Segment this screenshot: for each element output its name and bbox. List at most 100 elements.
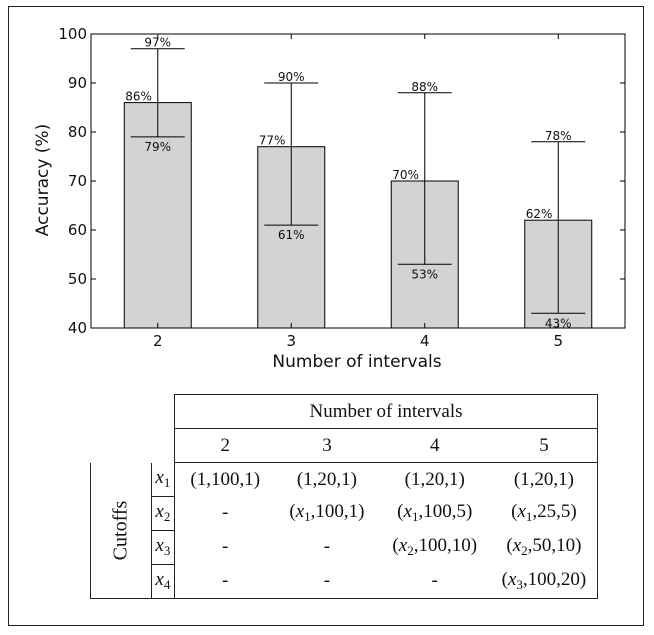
table-cell: (1,20,1) xyxy=(275,463,378,497)
table-cell: (1,100,1) xyxy=(175,463,276,497)
table-cell: - xyxy=(174,564,276,599)
table-cell: (x3,100,20) xyxy=(490,564,598,599)
cell-text: ( xyxy=(506,535,513,556)
y-tick-label: 50 xyxy=(68,270,87,288)
y-axis-label: Accuracy (%) xyxy=(33,124,53,236)
figure-frame xyxy=(8,6,644,626)
high-label: 97% xyxy=(144,36,171,50)
value-label: 70% xyxy=(392,168,419,182)
cell-text: ,100,10) xyxy=(413,535,478,556)
cell-text: (1,100,1) xyxy=(190,468,261,490)
cell-text: ,50,10) xyxy=(527,535,582,556)
table-header-row: Number of intervals xyxy=(91,394,598,429)
high-label: 78% xyxy=(545,129,572,143)
table-row: x2- (x1,100,1) (x1,100,5) (x1,25,5) xyxy=(91,496,598,531)
table-cell: - xyxy=(175,530,276,564)
table-row: x3- - (x2,100,10) (x2,50,10) xyxy=(91,530,598,565)
column-header: 2 xyxy=(220,434,230,456)
high-label: 88% xyxy=(411,80,438,94)
cell-text: ,100,20) xyxy=(522,568,587,590)
cell-text: ( xyxy=(511,501,518,522)
cell-variable: x xyxy=(295,501,305,522)
cell-subscript: 1 xyxy=(525,509,533,524)
column-header: 4 xyxy=(429,434,440,456)
cell-text: - xyxy=(431,569,438,591)
row-variable: x xyxy=(155,535,164,556)
row-variable: x xyxy=(155,501,164,522)
low-label: 79% xyxy=(144,140,171,154)
cell-variable: x xyxy=(403,501,412,522)
table-cell: - xyxy=(275,530,378,564)
low-label: 43% xyxy=(545,316,572,330)
cell-text: ,25,5) xyxy=(532,501,577,522)
cell-text: ,100,5) xyxy=(418,501,473,522)
value-label: 77% xyxy=(259,134,286,148)
cell-text: - xyxy=(222,569,229,591)
table-column-row: 2 3 4 5 xyxy=(91,428,598,463)
cell-text: - xyxy=(323,536,331,557)
table-cell: - xyxy=(175,496,276,530)
x-tick-label: 4 xyxy=(420,332,430,350)
table-cell: (x2,100,10) xyxy=(379,530,491,564)
x-axis-label: Number of intervals xyxy=(272,352,441,372)
data-labels: 86% 97% 79% 77% 90% 61% 70% 88% 53% 62% 78% 43% xyxy=(125,36,571,331)
plot-area-border xyxy=(90,33,626,329)
y-tick-label: 100 xyxy=(58,25,87,43)
cell-variable: x xyxy=(398,535,408,556)
column-header: 3 xyxy=(322,434,332,456)
low-label: 53% xyxy=(411,267,438,281)
bar-chart: 2 3 4 5 40 50 60 70 80 90 100 86% 97% 79% 77% 90% 61% 70… xyxy=(33,25,626,372)
y-tick-label: 90 xyxy=(68,74,87,92)
low-label: 61% xyxy=(278,228,305,242)
cell-variable: x xyxy=(517,501,526,522)
cell-text: - xyxy=(222,502,229,523)
row-group-label: Cutoffs xyxy=(109,500,132,560)
table-cell: (1,20,1) xyxy=(490,462,598,496)
row-variable: x xyxy=(155,467,164,488)
error-bars xyxy=(130,48,586,314)
table-cell: (x1,100,5) xyxy=(379,496,491,530)
x-tick-label: 5 xyxy=(553,332,563,350)
cell-text: - xyxy=(222,536,229,557)
bars xyxy=(123,102,593,329)
cell-text: (1,20,1) xyxy=(404,468,465,490)
cell-text: (1,20,1) xyxy=(296,468,358,490)
axes: 2 3 4 5 40 50 60 70 80 90 100 xyxy=(58,25,626,350)
cell-text: (1,20,1) xyxy=(513,468,575,490)
x-tick-label: 2 xyxy=(153,332,163,350)
y-tick-label: 60 xyxy=(68,221,87,239)
y-tick-label: 80 xyxy=(68,123,87,141)
cell-variable: x xyxy=(512,535,522,556)
value-label: 86% xyxy=(125,90,152,104)
cell-subscript: 1 xyxy=(304,509,311,524)
cell-text: - xyxy=(323,569,331,591)
cell-subscript: 1 xyxy=(411,509,419,524)
cell-variable: x xyxy=(507,568,517,590)
row-variable-subscript: 2 xyxy=(163,509,171,524)
table-row: Cutoffs x1 (1,100,1) (1,20,1) (1,20,1) (1,20,… xyxy=(90,462,598,599)
x-tick-label: 3 xyxy=(286,332,296,350)
row-variable-subscript: 4 xyxy=(163,577,171,592)
table-cell: (x1,100,1) xyxy=(275,496,378,530)
cell-subscript: 3 xyxy=(516,576,523,592)
table-cell: (x1,25,5) xyxy=(490,496,598,530)
cell-text: ( xyxy=(289,501,296,522)
high-label: 90% xyxy=(278,70,305,84)
row-variable-subscript: 1 xyxy=(163,475,171,490)
cell-subscript: 2 xyxy=(521,543,528,558)
cell-text: ,100,1) xyxy=(310,501,365,522)
table-row: x4- - - (x3,100,20) xyxy=(91,564,598,599)
cell-text: ( xyxy=(501,568,508,590)
column-header: 5 xyxy=(539,434,549,456)
table-header-title: Number of intervals xyxy=(309,400,463,422)
cell-text: ( xyxy=(397,501,404,522)
y-tick-label: 70 xyxy=(68,172,87,190)
table-cell: - xyxy=(378,564,491,599)
row-variable: x xyxy=(155,569,164,590)
cutoffs-table: Number of intervals 2 3 4 5 Cutoffs x1 (1,100,1… xyxy=(90,394,598,599)
y-tick-label: 40 xyxy=(68,319,87,337)
row-variable-subscript: 3 xyxy=(163,543,171,558)
table-cell: (1,20,1) xyxy=(379,463,491,497)
value-label: 62% xyxy=(526,207,553,221)
cell-text: ( xyxy=(392,535,399,556)
